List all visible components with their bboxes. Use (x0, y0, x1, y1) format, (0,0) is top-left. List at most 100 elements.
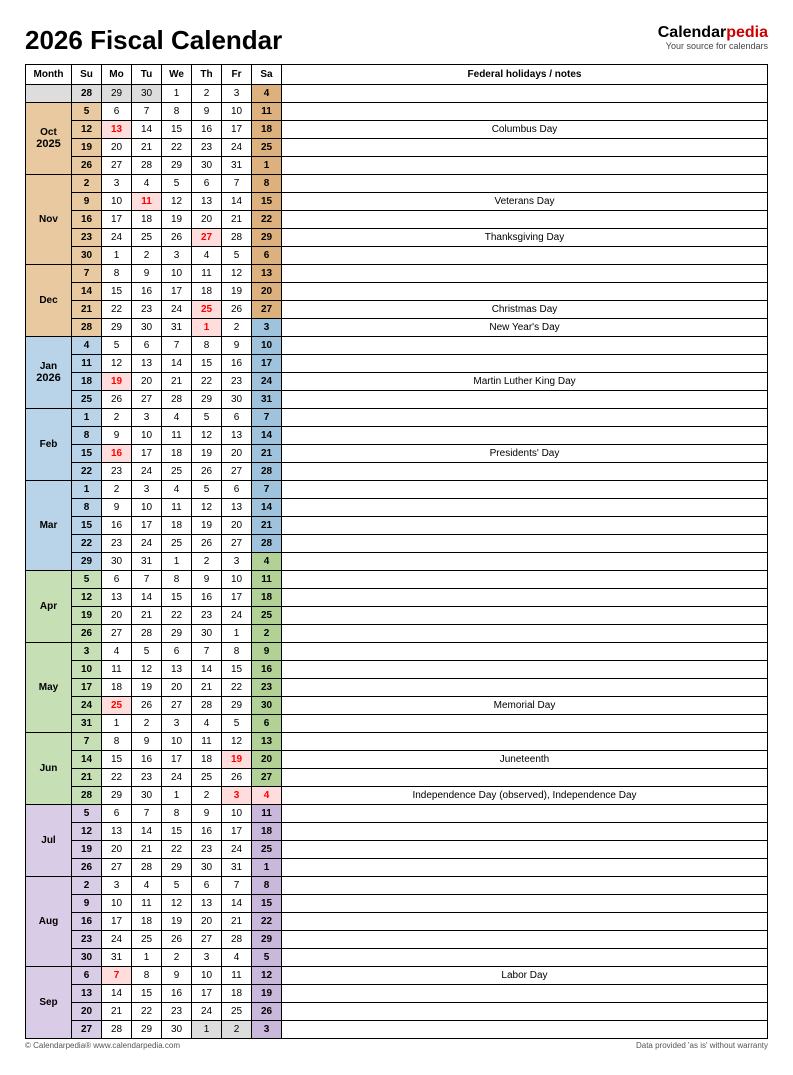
day-cell: 21 (72, 301, 102, 319)
day-cell: 26 (162, 229, 192, 247)
day-cell: 30 (132, 787, 162, 805)
day-cell: 1 (162, 553, 192, 571)
day-cell: 28 (72, 787, 102, 805)
day-cell: 31 (252, 391, 282, 409)
note-cell (282, 211, 768, 229)
day-cell: 24 (222, 841, 252, 859)
day-cell: 27 (102, 157, 132, 175)
day-cell: 6 (252, 715, 282, 733)
month-label: Jun (26, 733, 72, 805)
day-cell: 28 (252, 463, 282, 481)
day-cell: 25 (252, 607, 282, 625)
day-cell: 23 (72, 229, 102, 247)
day-cell: 4 (192, 715, 222, 733)
day-cell: 4 (132, 877, 162, 895)
day-cell: 15 (102, 283, 132, 301)
day-cell: 14 (132, 823, 162, 841)
col-header: Th (192, 65, 222, 85)
day-cell: 2 (132, 715, 162, 733)
note-cell: Veterans Day (282, 193, 768, 211)
col-header: Tu (132, 65, 162, 85)
day-cell: 15 (162, 823, 192, 841)
day-cell: 13 (132, 355, 162, 373)
day-cell: 8 (102, 265, 132, 283)
day-cell: 30 (72, 247, 102, 265)
note-cell (282, 589, 768, 607)
day-cell: 3 (162, 247, 192, 265)
day-cell: 21 (132, 607, 162, 625)
day-cell: 23 (252, 679, 282, 697)
day-cell: 29 (222, 697, 252, 715)
day-cell: 30 (162, 1021, 192, 1039)
day-cell: 15 (72, 517, 102, 535)
day-cell: 26 (222, 301, 252, 319)
day-cell: 20 (222, 517, 252, 535)
day-cell: 23 (102, 463, 132, 481)
footer-left: © Calendarpedia® www.calendarpedia.com (25, 1041, 180, 1050)
day-cell: 21 (72, 769, 102, 787)
day-cell: 5 (252, 949, 282, 967)
day-cell: 22 (222, 679, 252, 697)
note-cell (282, 427, 768, 445)
note-cell (282, 355, 768, 373)
day-cell: 31 (102, 949, 132, 967)
day-cell: 3 (102, 877, 132, 895)
note-cell (282, 499, 768, 517)
month-label: Aug (26, 877, 72, 967)
day-cell: 11 (132, 193, 162, 211)
day-cell: 21 (252, 517, 282, 535)
note-cell (282, 895, 768, 913)
day-cell: 17 (162, 283, 192, 301)
day-cell: 30 (192, 625, 222, 643)
day-cell: 18 (132, 913, 162, 931)
day-cell: 29 (162, 157, 192, 175)
day-cell: 15 (222, 661, 252, 679)
day-cell: 19 (102, 373, 132, 391)
day-cell: 29 (162, 625, 192, 643)
day-cell: 27 (222, 463, 252, 481)
day-cell: 26 (222, 769, 252, 787)
day-cell: 17 (132, 517, 162, 535)
day-cell: 25 (72, 391, 102, 409)
note-cell (282, 157, 768, 175)
note-cell (282, 823, 768, 841)
day-cell: 16 (72, 211, 102, 229)
month-label: Apr (26, 571, 72, 643)
note-cell (282, 463, 768, 481)
note-cell (282, 805, 768, 823)
day-cell: 7 (132, 571, 162, 589)
day-cell: 17 (252, 355, 282, 373)
note-cell (282, 949, 768, 967)
day-cell: 8 (222, 643, 252, 661)
day-cell: 7 (72, 265, 102, 283)
day-cell: 3 (192, 949, 222, 967)
day-cell: 21 (252, 445, 282, 463)
day-cell: 20 (192, 913, 222, 931)
day-cell: 27 (252, 301, 282, 319)
day-cell: 17 (132, 445, 162, 463)
day-cell: 13 (192, 895, 222, 913)
month-label: Dec (26, 265, 72, 337)
note-cell: Presidents' Day (282, 445, 768, 463)
day-cell: 10 (132, 499, 162, 517)
day-cell: 20 (72, 1003, 102, 1021)
day-cell: 27 (132, 391, 162, 409)
day-cell: 18 (162, 445, 192, 463)
note-cell: Martin Luther King Day (282, 373, 768, 391)
col-header: Month (26, 65, 72, 85)
day-cell: 5 (162, 877, 192, 895)
day-cell: 8 (192, 337, 222, 355)
day-cell: 8 (162, 103, 192, 121)
day-cell: 25 (252, 841, 282, 859)
note-cell (282, 679, 768, 697)
day-cell: 20 (222, 445, 252, 463)
day-cell: 16 (132, 751, 162, 769)
day-cell: 16 (222, 355, 252, 373)
day-cell: 2 (192, 787, 222, 805)
day-cell: 6 (222, 481, 252, 499)
day-cell: 26 (72, 859, 102, 877)
day-cell: 5 (192, 481, 222, 499)
day-cell: 28 (222, 229, 252, 247)
day-cell: 9 (72, 895, 102, 913)
day-cell: 18 (252, 121, 282, 139)
